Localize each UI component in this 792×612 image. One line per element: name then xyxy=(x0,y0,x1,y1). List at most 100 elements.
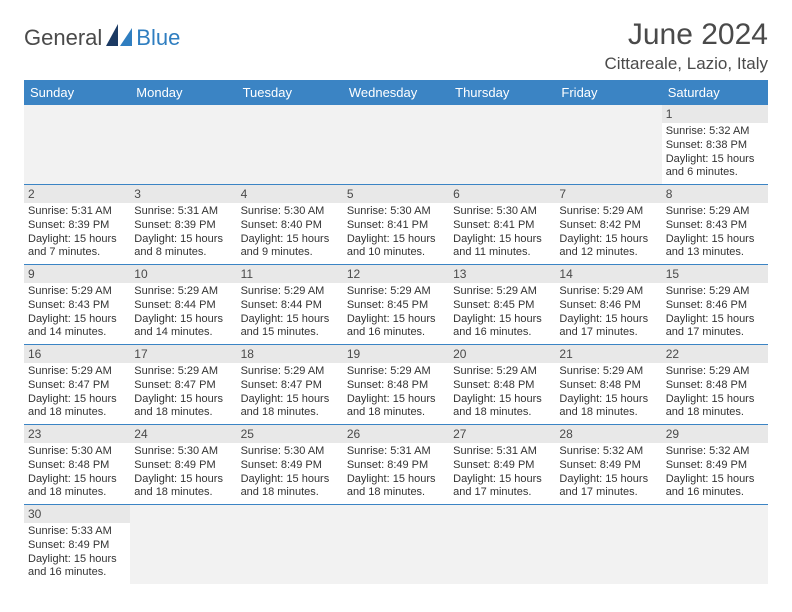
calendar-week-row: 9Sunrise: 5:29 AMSunset: 8:43 PMDaylight… xyxy=(24,265,768,345)
day-number: 14 xyxy=(555,265,661,283)
sunset-text: Sunset: 8:49 PM xyxy=(453,459,551,473)
calendar-day-cell xyxy=(449,105,555,185)
sunset-text: Sunset: 8:38 PM xyxy=(666,139,764,153)
sunset-text: Sunset: 8:44 PM xyxy=(241,299,339,313)
daylight-text: Daylight: 15 hours and 18 minutes. xyxy=(559,393,657,421)
calendar-day-cell: 17 Sunrise: 5:29 AMSunset: 8:47 PMDayligh… xyxy=(130,345,236,425)
weekday-header: Saturday xyxy=(662,80,768,105)
calendar-week-row: 1Sunrise: 5:32 AMSunset: 8:38 PMDaylight… xyxy=(24,105,768,185)
day-detail: Sunrise: 5:32 AMSunset: 8:49 PMDaylight:… xyxy=(555,443,661,504)
day-number: 18 xyxy=(237,345,343,363)
daylight-text: Daylight: 15 hours and 18 minutes. xyxy=(134,473,232,501)
day-detail: Sunrise: 5:29 AMSunset: 8:43 PMDaylight:… xyxy=(24,283,130,344)
brand-logo: General Blue xyxy=(24,24,180,51)
sunrise-text: Sunrise: 5:30 AM xyxy=(347,205,445,219)
day-number: 4 xyxy=(237,185,343,203)
calendar-week-row: 16Sunrise: 5:29 AMSunset: 8:47 PMDayligh… xyxy=(24,345,768,425)
sunset-text: Sunset: 8:49 PM xyxy=(28,539,126,553)
day-detail: Sunrise: 5:29 AMSunset: 8:45 PMDaylight:… xyxy=(449,283,555,344)
sail-icon xyxy=(106,24,132,51)
day-detail: Sunrise: 5:29 AMSunset: 8:46 PMDaylight:… xyxy=(555,283,661,344)
day-number: 24 xyxy=(130,425,236,443)
daylight-text: Daylight: 15 hours and 18 minutes. xyxy=(28,473,126,501)
sunrise-text: Sunrise: 5:31 AM xyxy=(347,445,445,459)
day-detail: Sunrise: 5:29 AMSunset: 8:48 PMDaylight:… xyxy=(662,363,768,424)
daylight-text: Daylight: 15 hours and 11 minutes. xyxy=(453,233,551,261)
daylight-text: Daylight: 15 hours and 8 minutes. xyxy=(134,233,232,261)
calendar-day-cell xyxy=(555,105,661,185)
calendar-day-cell: 11Sunrise: 5:29 AMSunset: 8:44 PMDayligh… xyxy=(237,265,343,345)
weekday-header: Tuesday xyxy=(237,80,343,105)
daylight-text: Daylight: 15 hours and 17 minutes. xyxy=(559,313,657,341)
page-header: General Blue June 2024 Cittareale, Lazio… xyxy=(24,18,768,74)
sunrise-text: Sunrise: 5:30 AM xyxy=(241,445,339,459)
calendar-day-cell: 29Sunrise: 5:32 AMSunset: 8:49 PMDayligh… xyxy=(662,425,768,505)
daylight-text: Daylight: 15 hours and 18 minutes. xyxy=(241,473,339,501)
day-number: 17 xyxy=(130,345,236,363)
calendar-day-cell: 28Sunrise: 5:32 AMSunset: 8:49 PMDayligh… xyxy=(555,425,661,505)
day-number: 5 xyxy=(343,185,449,203)
calendar-day-cell: 1Sunrise: 5:32 AMSunset: 8:38 PMDaylight… xyxy=(662,105,768,185)
sunset-text: Sunset: 8:47 PM xyxy=(28,379,126,393)
day-number: 10 xyxy=(130,265,236,283)
sunrise-text: Sunrise: 5:29 AM xyxy=(453,285,551,299)
sunrise-text: Sunrise: 5:31 AM xyxy=(134,205,232,219)
sunrise-text: Sunrise: 5:29 AM xyxy=(666,205,764,219)
month-title: June 2024 xyxy=(605,18,768,52)
sunset-text: Sunset: 8:49 PM xyxy=(666,459,764,473)
calendar-week-row: 23Sunrise: 5:30 AMSunset: 8:48 PMDayligh… xyxy=(24,425,768,505)
title-block: June 2024 Cittareale, Lazio, Italy xyxy=(605,18,768,74)
location-subtitle: Cittareale, Lazio, Italy xyxy=(605,54,768,74)
calendar-week-row: 30Sunrise: 5:33 AMSunset: 8:49 PMDayligh… xyxy=(24,505,768,585)
daylight-text: Daylight: 15 hours and 17 minutes. xyxy=(453,473,551,501)
day-detail: Sunrise: 5:31 AMSunset: 8:39 PMDaylight:… xyxy=(24,203,130,264)
day-detail: Sunrise: 5:30 AMSunset: 8:49 PMDaylight:… xyxy=(237,443,343,504)
day-number xyxy=(130,105,236,121)
sunset-text: Sunset: 8:49 PM xyxy=(241,459,339,473)
daylight-text: Daylight: 15 hours and 14 minutes. xyxy=(134,313,232,341)
calendar-day-cell xyxy=(130,105,236,185)
sunset-text: Sunset: 8:41 PM xyxy=(453,219,551,233)
day-detail: Sunrise: 5:30 AMSunset: 8:40 PMDaylight:… xyxy=(237,203,343,264)
daylight-text: Daylight: 15 hours and 17 minutes. xyxy=(666,313,764,341)
day-number: 20 xyxy=(449,345,555,363)
day-number: 1 xyxy=(662,105,768,123)
calendar-day-cell: 14Sunrise: 5:29 AMSunset: 8:46 PMDayligh… xyxy=(555,265,661,345)
sunrise-text: Sunrise: 5:29 AM xyxy=(559,205,657,219)
weekday-header-row: Sunday Monday Tuesday Wednesday Thursday… xyxy=(24,80,768,105)
day-number: 23 xyxy=(24,425,130,443)
day-number xyxy=(662,505,768,521)
day-number: 9 xyxy=(24,265,130,283)
day-detail: Sunrise: 5:31 AMSunset: 8:49 PMDaylight:… xyxy=(449,443,555,504)
day-number: 16 xyxy=(24,345,130,363)
sunrise-text: Sunrise: 5:29 AM xyxy=(666,285,764,299)
sunrise-text: Sunrise: 5:29 AM xyxy=(453,365,551,379)
sunrise-text: Sunrise: 5:29 AM xyxy=(134,365,232,379)
daylight-text: Daylight: 15 hours and 7 minutes. xyxy=(28,233,126,261)
day-detail: Sunrise: 5:29 AMSunset: 8:47 PMDaylight:… xyxy=(24,363,130,424)
calendar-day-cell: 19Sunrise: 5:29 AMSunset: 8:48 PMDayligh… xyxy=(343,345,449,425)
day-number: 22 xyxy=(662,345,768,363)
daylight-text: Daylight: 15 hours and 18 minutes. xyxy=(134,393,232,421)
calendar-day-cell: 8Sunrise: 5:29 AMSunset: 8:43 PMDaylight… xyxy=(662,185,768,265)
day-number: 28 xyxy=(555,425,661,443)
daylight-text: Daylight: 15 hours and 18 minutes. xyxy=(241,393,339,421)
day-number: 13 xyxy=(449,265,555,283)
sunrise-text: Sunrise: 5:29 AM xyxy=(559,365,657,379)
day-detail: Sunrise: 5:30 AMSunset: 8:48 PMDaylight:… xyxy=(24,443,130,504)
calendar-day-cell: 7Sunrise: 5:29 AMSunset: 8:42 PMDaylight… xyxy=(555,185,661,265)
calendar-day-cell: 3Sunrise: 5:31 AMSunset: 8:39 PMDaylight… xyxy=(130,185,236,265)
sunrise-text: Sunrise: 5:29 AM xyxy=(347,285,445,299)
daylight-text: Daylight: 15 hours and 16 minutes. xyxy=(666,473,764,501)
daylight-text: Daylight: 15 hours and 17 minutes. xyxy=(559,473,657,501)
calendar-day-cell xyxy=(24,105,130,185)
day-number: 19 xyxy=(343,345,449,363)
sunrise-text: Sunrise: 5:29 AM xyxy=(559,285,657,299)
day-detail: Sunrise: 5:30 AMSunset: 8:41 PMDaylight:… xyxy=(449,203,555,264)
calendar-day-cell: 10Sunrise: 5:29 AMSunset: 8:44 PMDayligh… xyxy=(130,265,236,345)
day-detail: Sunrise: 5:29 AMSunset: 8:44 PMDaylight:… xyxy=(237,283,343,344)
sunrise-text: Sunrise: 5:30 AM xyxy=(134,445,232,459)
sunset-text: Sunset: 8:47 PM xyxy=(134,379,232,393)
sunrise-text: Sunrise: 5:32 AM xyxy=(559,445,657,459)
daylight-text: Daylight: 15 hours and 9 minutes. xyxy=(241,233,339,261)
